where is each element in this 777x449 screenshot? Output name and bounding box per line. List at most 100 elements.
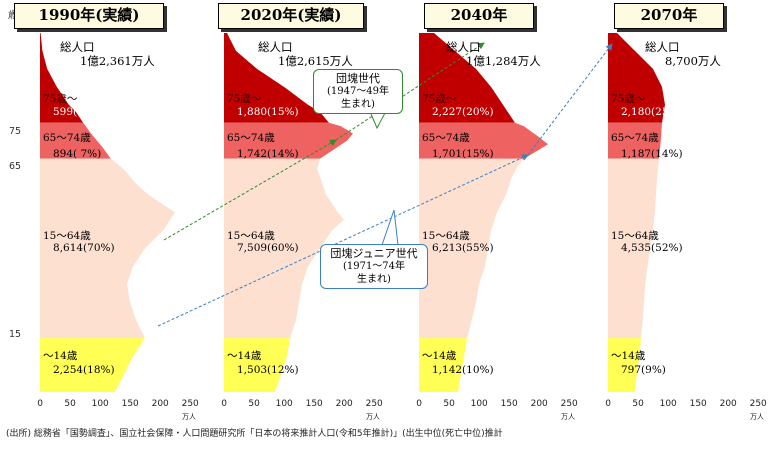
panel-2-segment-1-name: 65〜74歳 (422, 132, 470, 144)
panel-2-segment-2-name: 15〜64歳 (422, 230, 470, 242)
panel-1-x-tick-0: 0 (221, 399, 227, 409)
panel-0-segment-0 (40, 33, 84, 123)
panel-1-x-unit: 万人 (366, 413, 380, 421)
panel-1-x-tick-4: 200 (335, 399, 353, 409)
panel-1-title: 2020年(実績) (218, 3, 364, 29)
panel-1-segment-1-value: 1,742(14%) (237, 148, 299, 160)
panel-0-x-tick-3: 150 (121, 399, 139, 409)
panel-3-x-tick-5: 250 (749, 399, 767, 409)
panel-2-segment-0-name: 75歳〜 (422, 93, 457, 105)
panel-1-segment-0 (224, 33, 329, 123)
panel-0-total-value: 1億2,361万人 (80, 54, 155, 68)
source-note: (出所) 総務省「国勢調査」、国立社会保障・人口問題研究所「日本の将来推計人口(… (6, 429, 503, 439)
panel-3-total-value: 8,700万人 (665, 54, 721, 68)
panel-2-x-tick-4: 200 (530, 399, 548, 409)
dankai-junior-arrow-2 (527, 43, 613, 156)
panel-3-segment-3 (608, 338, 641, 392)
panel-2-x-tick-0: 0 (416, 399, 422, 409)
panel-2-x-unit: 万人 (561, 413, 575, 421)
dankai-callout: 団塊世代 (1947〜49年 生まれ) (313, 69, 403, 114)
panel-3-segment-3-name: 〜14歳 (611, 350, 646, 362)
panel-3-x-tick-4: 200 (719, 399, 737, 409)
panel-1-segment-2-value: 7,509(60%) (237, 242, 299, 254)
dankai-born: 生まれ) (341, 99, 375, 110)
panel-3-segment-0-name: 75歳〜 (611, 93, 646, 105)
panel-1-x-tick-3: 150 (305, 399, 323, 409)
panel-3-x-tick-0: 0 (605, 399, 611, 409)
panel-0-x-tick-2: 100 (91, 399, 109, 409)
panel-1-total-label: 総人口 (258, 40, 293, 54)
panel-0-segment-2-value: 8,614(70%) (53, 242, 115, 254)
panel-1 (224, 33, 353, 392)
panel-2 (419, 33, 548, 392)
panel-0-x-tick-1: 50 (64, 399, 76, 409)
panel-1-segment-0-value: 1,880(15%) (237, 106, 299, 118)
panel-0-segment-3 (40, 338, 145, 392)
panel-2-x-tick-3: 150 (500, 399, 518, 409)
panel-2-segment-3-value: 1,142(10%) (432, 364, 494, 376)
panel-3-title: 2070年 (614, 3, 724, 29)
dankai-junior-years: (1971〜74年 (342, 261, 406, 272)
panel-0-total: 総人口 1億2,361万人 (60, 40, 155, 68)
panel-3-segment-3-value: 797(9%) (621, 364, 666, 376)
panel-1-segment-2 (224, 158, 344, 339)
panel-1-total-value: 1億2,615万人 (278, 54, 353, 68)
panel-0-segment-2-name: 15〜64歳 (43, 230, 91, 242)
panel-3-x-tick-1: 50 (632, 399, 644, 409)
dankai-junior-label: 団塊ジュニア世代 (330, 247, 418, 260)
y-axis-unit: 歳 (8, 10, 18, 21)
panel-2-total-value: 1億1,284万人 (466, 54, 541, 68)
panel-3-segment-2 (608, 158, 659, 339)
panel-1-segment-3 (224, 338, 290, 392)
panel-3-segment-1-value: 1,187(14%) (621, 148, 683, 160)
dankai-arrow-1 (163, 139, 337, 241)
panel-0-segment-0-value: 599( 5%) (53, 106, 102, 118)
panel-3-segment-0 (608, 33, 665, 123)
y-tick-65: 65 (9, 161, 22, 172)
panel-2-segment-1-value: 1,701(15%) (432, 148, 494, 160)
dankai-junior-callout: 団塊ジュニア世代 (1971〜74年 生まれ) (320, 244, 428, 289)
panel-2-segment-2 (419, 158, 524, 339)
panel-3-segment-1-name: 65〜74歳 (611, 132, 659, 144)
panel-1-segment-0-name: 75歳〜 (227, 93, 262, 105)
panel-3-x-tick-2: 100 (659, 399, 677, 409)
panel-1-x-tick-2: 100 (275, 399, 293, 409)
panel-1-segment-1 (224, 122, 353, 159)
panel-2-x-tick-2: 100 (470, 399, 488, 409)
panel-2-segment-0 (419, 33, 515, 123)
panel-3-total-label: 総人口 (645, 40, 680, 54)
panel-3-segment-1 (608, 122, 662, 159)
panel-1-total: 総人口 1億2,615万人 (258, 40, 353, 68)
panel-1-segment-1-name: 65〜74歳 (227, 132, 275, 144)
panel-0-x-unit: 万人 (182, 413, 196, 421)
panel-1-segment-3-value: 1,503(12%) (237, 364, 299, 376)
panel-0-x-tick-4: 200 (151, 399, 169, 409)
panel-0-segment-1-name: 65〜74歳 (43, 132, 91, 144)
panel-3-total: 総人口 8,700万人 (645, 40, 721, 68)
dankai-junior-arrow-1 (157, 154, 529, 327)
panel-1-x-tick-1: 50 (248, 399, 260, 409)
panel-0-title: 1990年(実績) (14, 3, 164, 29)
dankai-junior-born: 生まれ) (357, 274, 391, 285)
panel-0-segment-0-name: 75歳〜 (43, 93, 78, 105)
dankai-junior-callout-pointer (381, 209, 399, 246)
panel-0-total-label: 総人口 (60, 40, 95, 54)
dankai-arrow-2 (335, 42, 485, 141)
panel-3-x-unit: 万人 (750, 413, 764, 421)
panel-2-segment-2-value: 6,213(55%) (432, 242, 494, 254)
panel-3-x-tick-3: 150 (689, 399, 707, 409)
panel-0-x-tick-0: 0 (37, 399, 43, 409)
panel-2-total-label: 総人口 (446, 40, 481, 54)
panel-2-total: 総人口 1億1,284万人 (446, 40, 541, 68)
panel-0-segment-1 (40, 122, 111, 159)
panel-2-x-tick-1: 50 (443, 399, 455, 409)
panel-2-segment-0-value: 2,227(20%) (432, 106, 494, 118)
panel-1-segment-3-name: 〜14歳 (227, 350, 262, 362)
panel-0-x-tick-5: 250 (181, 399, 199, 409)
y-tick-15: 15 (9, 329, 22, 340)
panel-2-segment-3-name: 〜14歳 (422, 350, 457, 362)
panel-3 (608, 33, 665, 392)
panel-0 (40, 33, 175, 392)
